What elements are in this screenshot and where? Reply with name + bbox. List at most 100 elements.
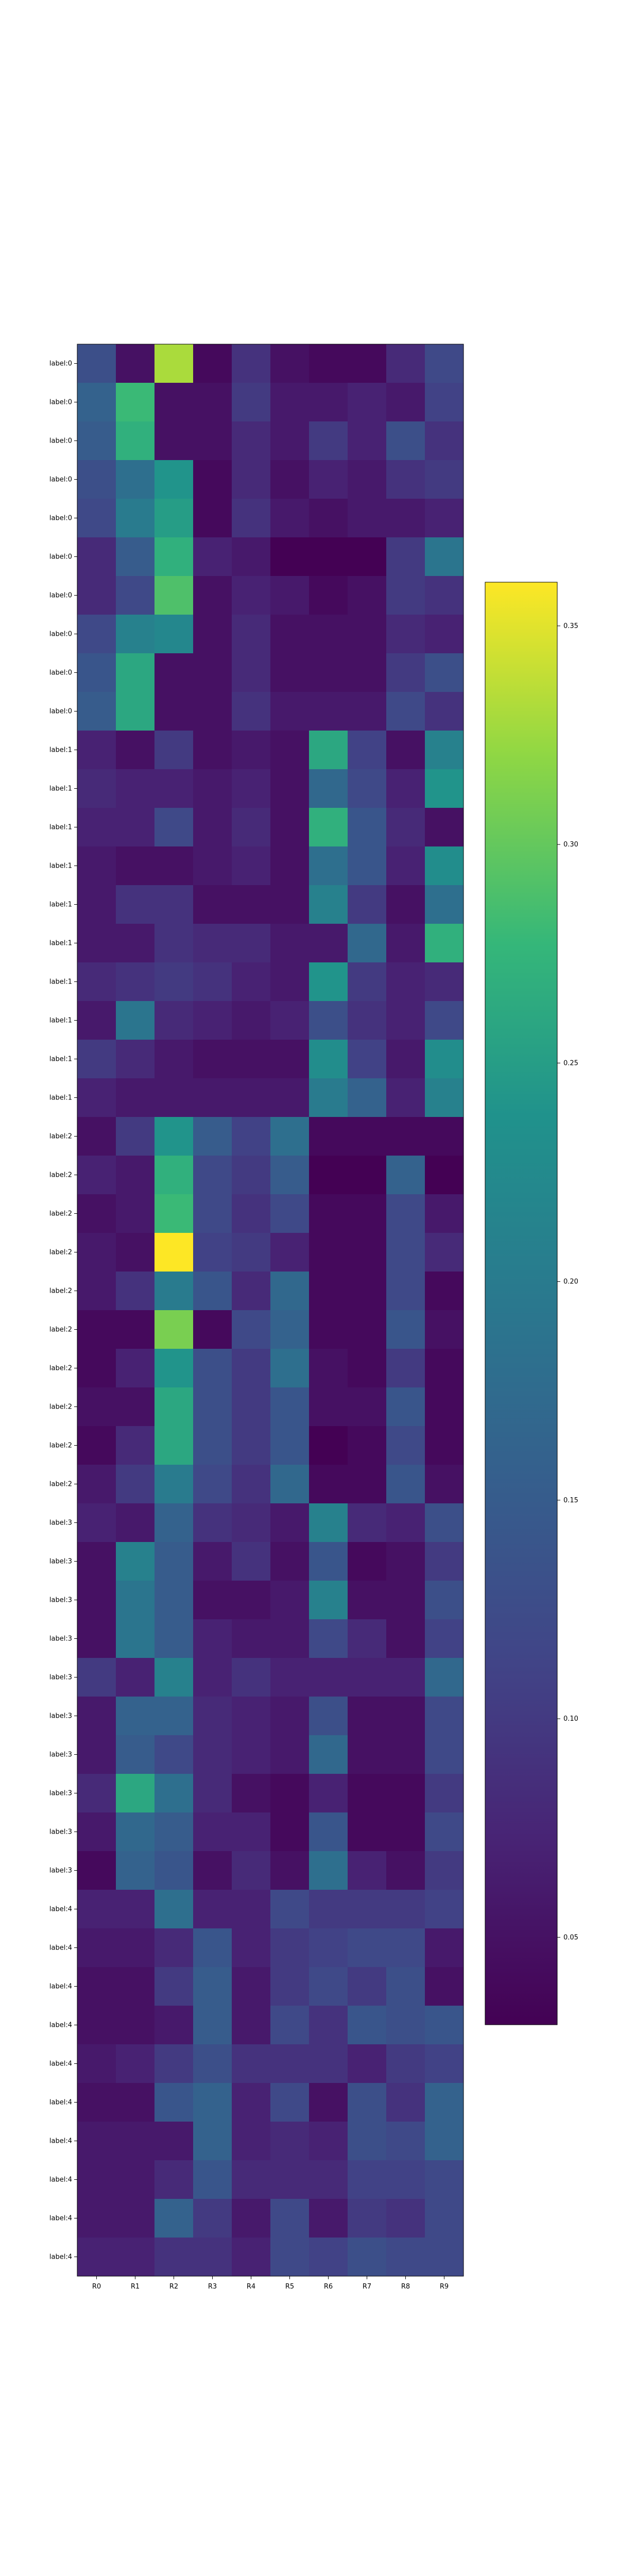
y-tick-label: label:4 xyxy=(49,1944,72,1952)
heatmap-cell xyxy=(154,499,194,538)
heatmap-cell xyxy=(116,1156,155,1195)
colorbar-tick-label: 0.15 xyxy=(563,1497,578,1504)
y-tick-label: label:0 xyxy=(49,553,72,561)
heatmap-cell xyxy=(386,1774,425,1813)
x-tick-label: R0 xyxy=(92,2283,101,2291)
heatmap-cell xyxy=(193,1697,232,1736)
heatmap-cell xyxy=(348,731,387,770)
heatmap-cell xyxy=(232,1697,271,1736)
heatmap-cell xyxy=(270,460,310,499)
heatmap-cell xyxy=(116,1542,155,1581)
heatmap-cell xyxy=(270,344,310,383)
heatmap-cell xyxy=(270,537,310,577)
heatmap-cell xyxy=(154,1272,194,1311)
heatmap-cell xyxy=(193,1194,232,1233)
heatmap-cell xyxy=(77,653,116,692)
heatmap-cell xyxy=(154,808,194,847)
heatmap-cell xyxy=(386,2160,425,2199)
heatmap-cell xyxy=(386,1619,425,1658)
heatmap-cell xyxy=(232,1774,271,1813)
heatmap-cell xyxy=(386,1581,425,1620)
y-tick-label: label:1 xyxy=(49,1056,72,1063)
heatmap-cell xyxy=(386,1233,425,1272)
x-tick-label: R4 xyxy=(247,2283,255,2291)
heatmap-cell xyxy=(193,731,232,770)
heatmap-cell xyxy=(77,460,116,499)
heatmap-cell xyxy=(270,2044,310,2083)
y-tick-label: label:0 xyxy=(49,631,72,638)
heatmap-cell xyxy=(116,962,155,1002)
heatmap-cell xyxy=(309,1426,348,1465)
heatmap-cell xyxy=(77,615,116,654)
heatmap-cell xyxy=(348,2083,387,2122)
heatmap-cell xyxy=(232,2160,271,2199)
y-tick-label: label:3 xyxy=(49,1558,72,1566)
heatmap-cell xyxy=(270,2006,310,2045)
heatmap-cell xyxy=(154,1851,194,1890)
heatmap-cell xyxy=(270,1697,310,1736)
y-tick-label: label:2 xyxy=(49,1249,72,1257)
colorbar-tick-label: 0.10 xyxy=(563,1715,578,1723)
heatmap-cell xyxy=(348,344,387,383)
colorbar-tick-label: 0.25 xyxy=(563,1059,578,1067)
heatmap-cell xyxy=(425,962,464,1002)
x-tick-label: R9 xyxy=(440,2283,449,2291)
heatmap-cell xyxy=(309,421,348,461)
colorbar-ticks: 0.05 0.10 0.15 0.20 0.25 0.30 0.35 xyxy=(557,622,578,1941)
heatmap-cell xyxy=(77,2044,116,2083)
y-tick-label: label:1 xyxy=(49,1017,72,1025)
heatmap-cell xyxy=(270,1078,310,1117)
heatmap-cell xyxy=(386,1387,425,1427)
y-tick-label: label:0 xyxy=(49,399,72,406)
y-tick-label: label:4 xyxy=(49,2138,72,2145)
heatmap-cell xyxy=(193,576,232,615)
heatmap-cell xyxy=(116,1194,155,1233)
heatmap-cell xyxy=(309,1272,348,1311)
heatmap-cell xyxy=(348,1890,387,1929)
heatmap-cell xyxy=(309,1233,348,1272)
heatmap-cell xyxy=(193,344,232,383)
heatmap-cell xyxy=(348,615,387,654)
heatmap-cell xyxy=(77,1542,116,1581)
y-tick-label: label:3 xyxy=(49,1713,72,1720)
heatmap-cell xyxy=(77,1349,116,1388)
y-tick-label: label:2 xyxy=(49,1172,72,1179)
y-tick-label: label:1 xyxy=(49,824,72,832)
heatmap-cell xyxy=(77,1658,116,1697)
heatmap-cell xyxy=(386,1658,425,1697)
heatmap-cell xyxy=(348,2122,387,2161)
y-tick-label: label:4 xyxy=(49,2060,72,2068)
heatmap-cell xyxy=(425,383,464,422)
y-tick-label: label:3 xyxy=(49,1635,72,1643)
heatmap-cell xyxy=(425,924,464,963)
heatmap-cell xyxy=(425,1967,464,2006)
heatmap-cell xyxy=(386,1697,425,1736)
heatmap-cell xyxy=(425,1658,464,1697)
heatmap-cell xyxy=(348,924,387,963)
heatmap-cell xyxy=(386,1156,425,1195)
heatmap-cell xyxy=(193,846,232,886)
heatmap-cell xyxy=(116,344,155,383)
heatmap-cell xyxy=(309,1851,348,1890)
heatmap-cell xyxy=(270,2083,310,2122)
heatmap-cell xyxy=(425,2006,464,2045)
heatmap-cell xyxy=(193,499,232,538)
heatmap-cell xyxy=(270,1465,310,1504)
heatmap-cell xyxy=(116,769,155,808)
heatmap-cell xyxy=(386,1194,425,1233)
heatmap-cell xyxy=(77,1233,116,1272)
heatmap-cell xyxy=(232,692,271,731)
heatmap-cell xyxy=(154,1658,194,1697)
heatmap-cell xyxy=(193,1001,232,1040)
heatmap-cell xyxy=(309,460,348,499)
heatmap-cell xyxy=(77,1890,116,1929)
heatmap-cell xyxy=(154,1735,194,1774)
heatmap-cell xyxy=(309,615,348,654)
heatmap-cell xyxy=(425,499,464,538)
heatmap-cell xyxy=(270,1272,310,1311)
heatmap-cell xyxy=(425,1156,464,1195)
heatmap-cell xyxy=(309,576,348,615)
heatmap-cell xyxy=(154,924,194,963)
heatmap-cell xyxy=(348,537,387,577)
heatmap-cell xyxy=(270,1233,310,1272)
